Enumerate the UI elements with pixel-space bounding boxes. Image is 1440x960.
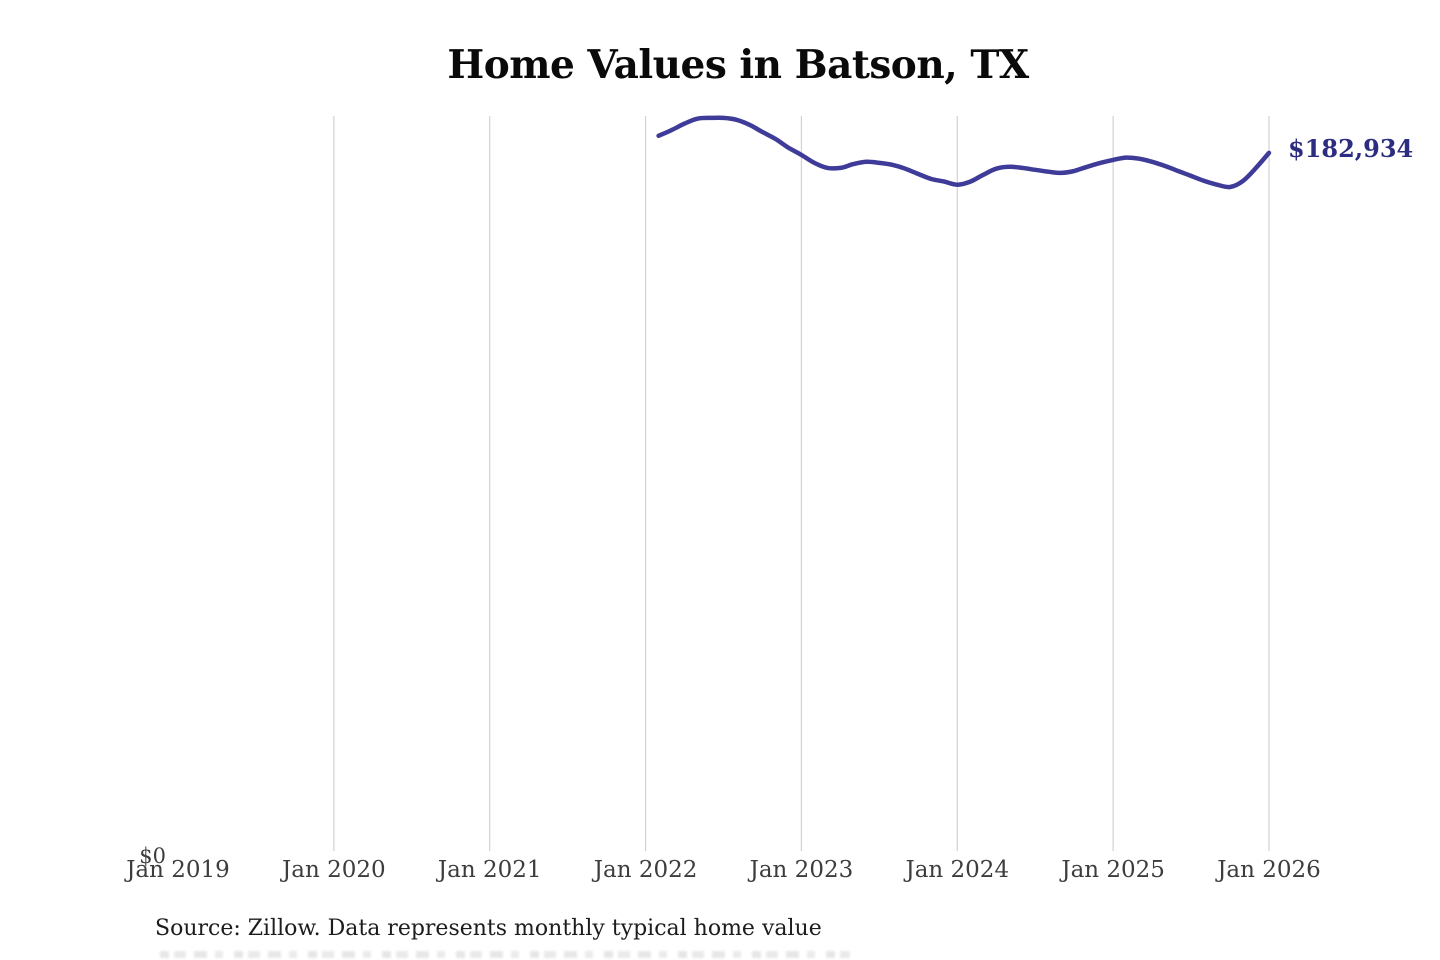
cutoff-text-fragment [160,951,850,958]
chart-title: Home Values in Batson, TX [447,42,1029,88]
y-axis-zero-label: $0 [139,844,166,868]
gridlines [333,116,1270,851]
latest-value-label: $182,934 [1288,134,1414,163]
home-value-line [656,115,1272,190]
source-note: Source: Zillow. Data represents monthly … [155,916,822,941]
